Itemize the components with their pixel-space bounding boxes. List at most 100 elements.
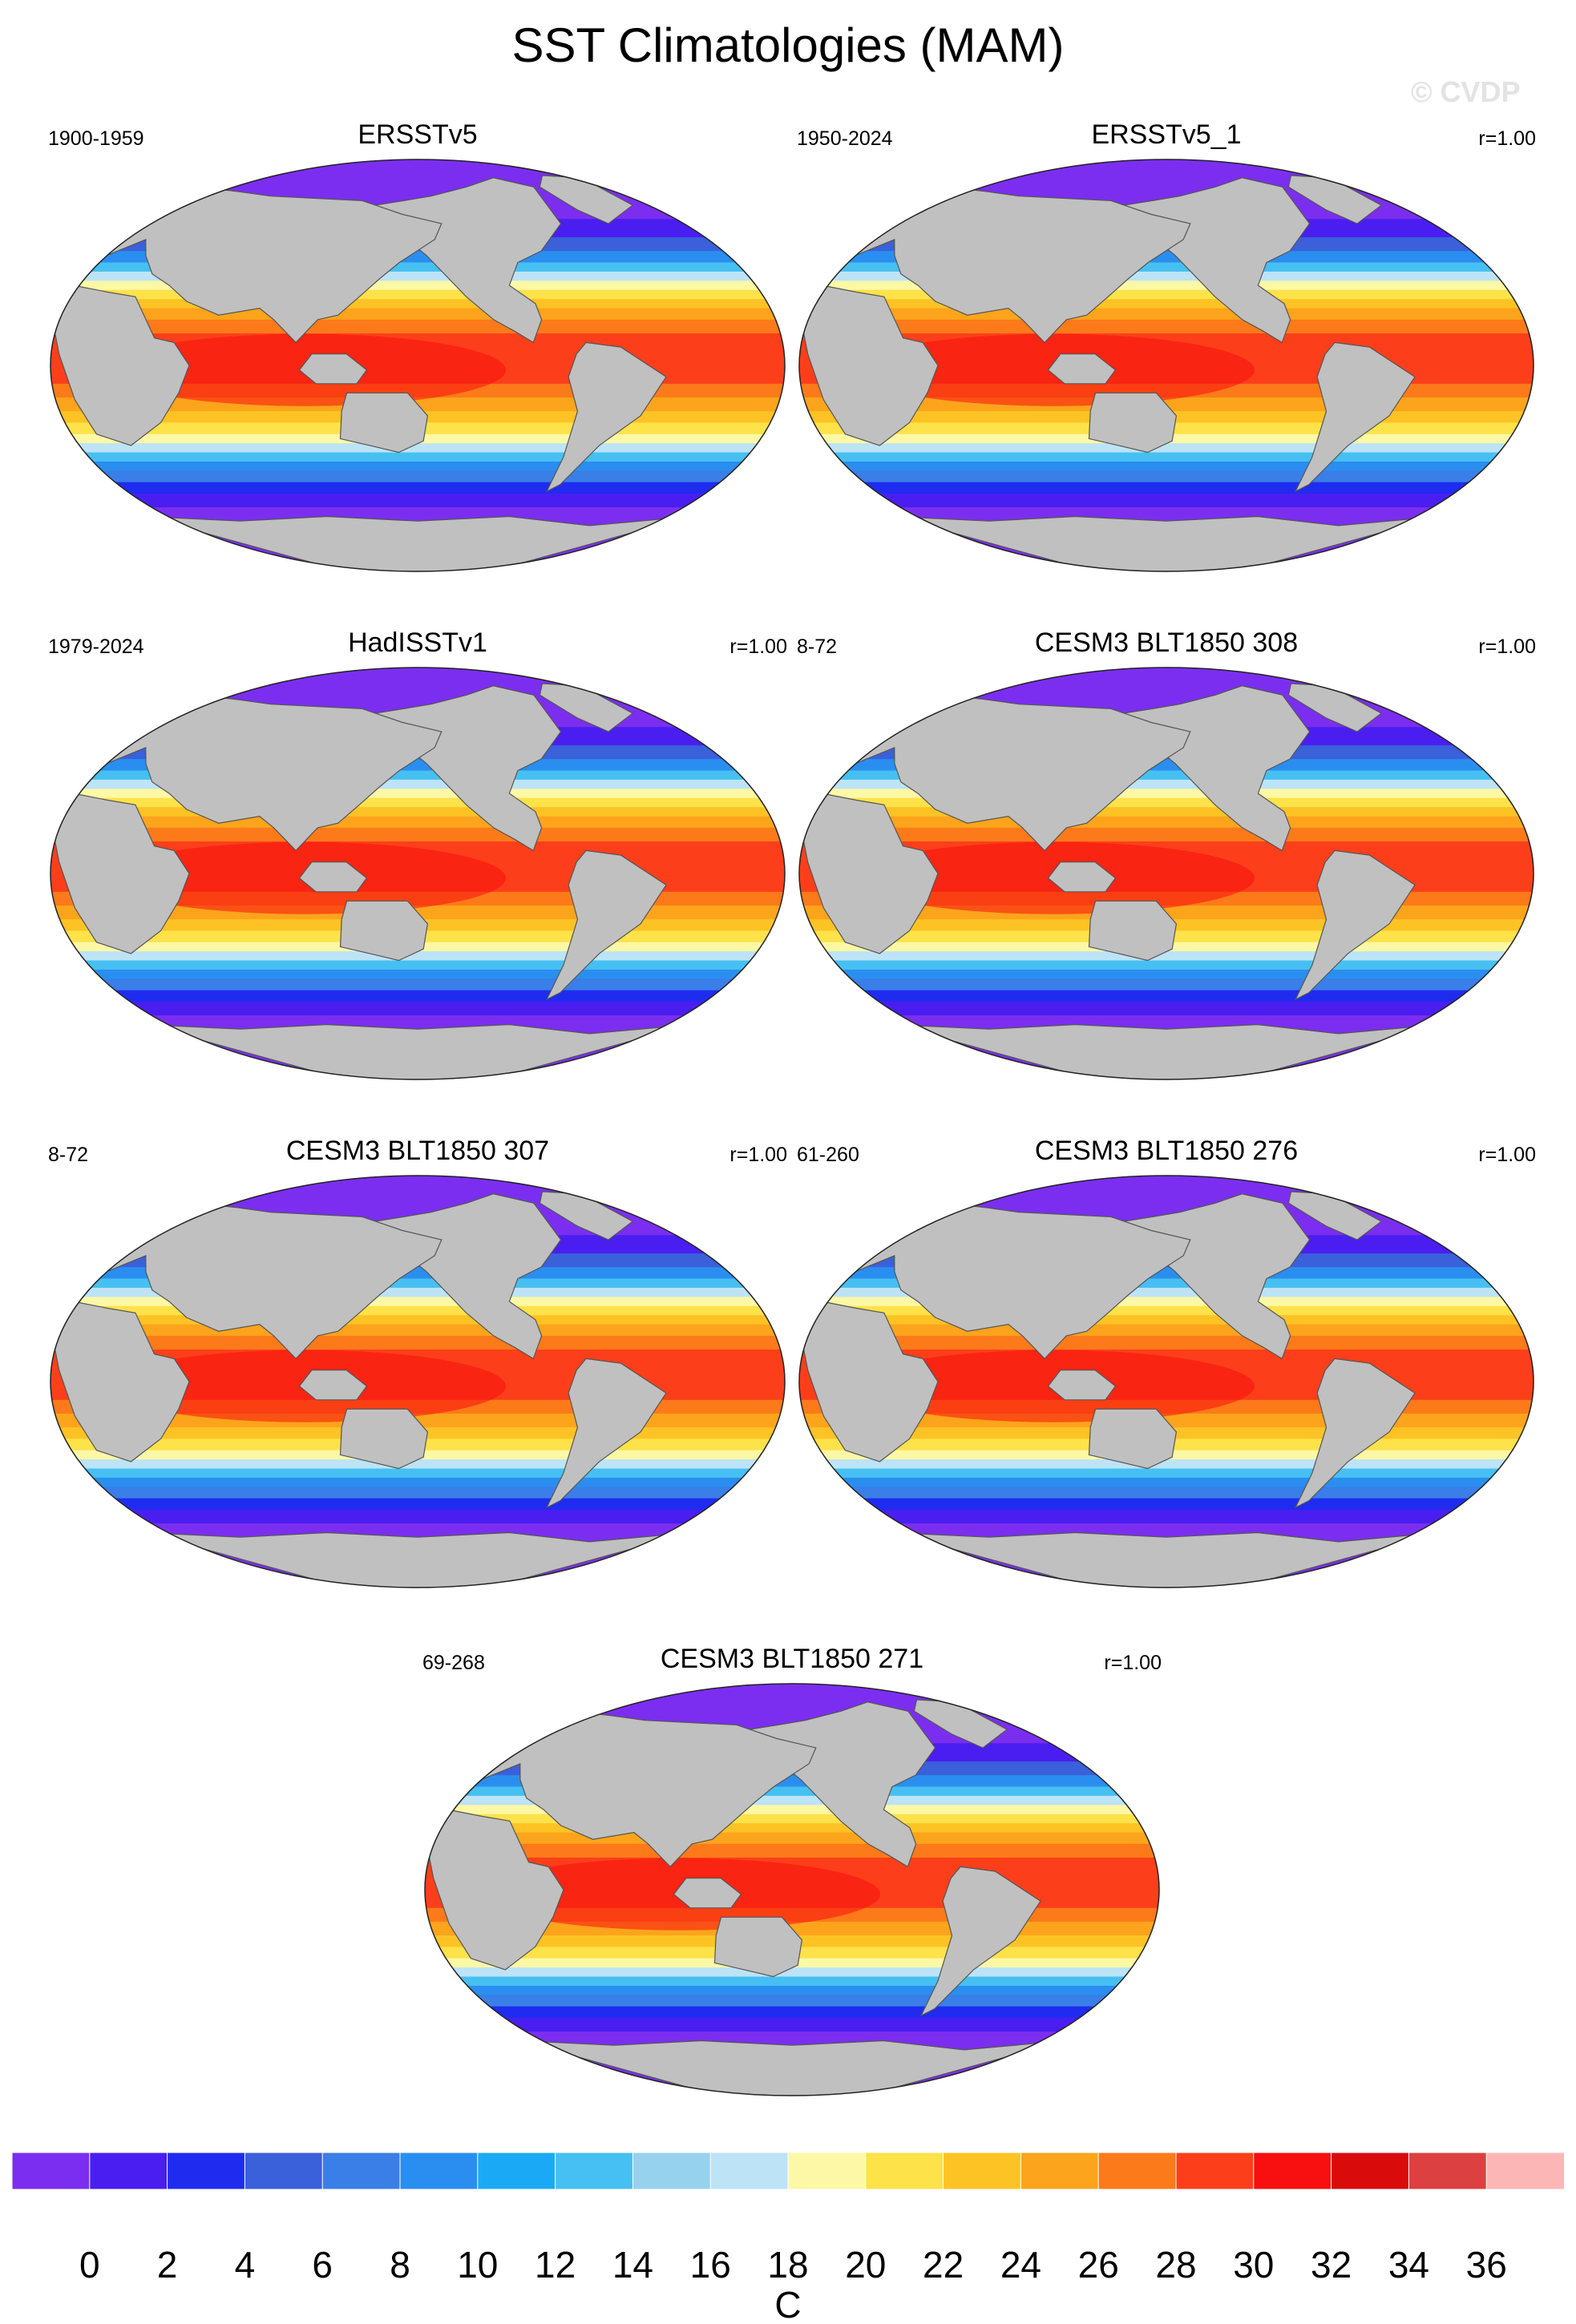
panel-correlation: r=1.00 xyxy=(1478,127,1536,150)
colorbar-tick-label: 32 xyxy=(1311,2244,1352,2286)
sst-band xyxy=(799,951,1534,962)
sst-band xyxy=(799,779,1534,789)
sst-band xyxy=(799,1278,1534,1289)
colorbar-swatch xyxy=(477,2152,556,2190)
colorbar-tick-label: 28 xyxy=(1155,2244,1196,2286)
sst-band xyxy=(51,1305,785,1316)
sst-band xyxy=(799,452,1534,462)
globe-outline xyxy=(798,159,1534,572)
landmass xyxy=(89,186,442,344)
globe-outline xyxy=(798,667,1534,1080)
sst-band xyxy=(425,1843,1159,1858)
colorbar-tick-label: 36 xyxy=(1466,2244,1507,2286)
sst-band xyxy=(51,1001,785,1016)
landmass xyxy=(54,284,190,446)
landmass xyxy=(339,1408,429,1470)
panel-correlation: r=1.00 xyxy=(729,635,787,658)
landmass xyxy=(1088,1408,1178,1470)
landmass xyxy=(339,392,429,454)
sst-band xyxy=(51,1498,785,1511)
colorbar-swatch xyxy=(865,2152,944,2190)
sst-band xyxy=(799,280,1534,291)
sst-band xyxy=(799,289,1534,300)
landmass xyxy=(913,1699,1008,1749)
sst-band xyxy=(51,827,785,842)
sst-band xyxy=(425,2017,1159,2032)
sst-band xyxy=(425,1995,1159,2007)
sst-band xyxy=(799,443,1534,454)
landmass xyxy=(893,515,1440,571)
landmass xyxy=(545,849,667,1001)
landmass xyxy=(1047,861,1117,893)
colorbar-tick-label: 16 xyxy=(690,2244,731,2286)
colorbar-swatch xyxy=(943,2152,1022,2190)
landmass xyxy=(838,694,1191,852)
landmass xyxy=(802,1301,939,1463)
colorbar-tick-label: 30 xyxy=(1233,2244,1274,2286)
landmass xyxy=(1088,900,1178,962)
landmass xyxy=(893,1023,1440,1079)
sst-band xyxy=(51,1278,785,1289)
colorbar-tick-label: 24 xyxy=(1000,2244,1041,2286)
colorbar-tick-label: 34 xyxy=(1388,2244,1429,2286)
colorbar-swatch xyxy=(1020,2152,1100,2190)
sst-band xyxy=(51,951,785,962)
sst-band xyxy=(51,289,785,300)
globe-outline xyxy=(424,1683,1160,2096)
sst-band xyxy=(425,1786,1159,1797)
sst-band xyxy=(51,1509,785,1524)
landmass xyxy=(89,1202,442,1360)
sst-band xyxy=(799,1468,1534,1479)
sst-map xyxy=(50,1175,786,1588)
colorbar-swatch xyxy=(555,2152,634,2190)
sst-band xyxy=(51,271,785,281)
map-panel-ersstv5-1: ERSSTv5_1 1950-2024 r=1.00 xyxy=(797,119,1536,599)
panel-title: CESM3 BLT1850 271 xyxy=(660,1644,924,1674)
globe-outline xyxy=(50,1175,786,1588)
panel-period: 1950-2024 xyxy=(797,127,893,150)
sst-band xyxy=(799,960,1534,970)
sst-band xyxy=(51,461,785,471)
sst-map xyxy=(798,667,1534,1080)
globe-outline xyxy=(50,667,786,1080)
sst-band xyxy=(799,1477,1534,1487)
sst-band xyxy=(799,1287,1534,1297)
landmass xyxy=(519,2040,1065,2096)
landmass xyxy=(838,1202,1191,1360)
panel-period: 69-268 xyxy=(422,1652,485,1674)
colorbar-tick-label: 18 xyxy=(767,2244,808,2286)
landmass xyxy=(545,341,667,493)
sst-band xyxy=(425,1967,1159,1978)
globe-outline xyxy=(50,159,786,572)
sst-band xyxy=(799,1305,1534,1316)
sst-band xyxy=(799,1459,1534,1470)
colorbar-tick-label: 12 xyxy=(535,2244,576,2286)
colorbar-tick-label: 6 xyxy=(312,2244,333,2286)
landmass xyxy=(463,1710,817,1868)
sst-band xyxy=(51,1315,785,1325)
sst-band xyxy=(799,827,1534,842)
globe-outline xyxy=(798,1175,1534,1588)
sst-band xyxy=(425,1976,1159,1987)
landmass xyxy=(539,683,634,732)
sst-band xyxy=(799,978,1534,991)
landmass xyxy=(144,1531,691,1588)
sst-band xyxy=(799,1324,1534,1337)
landmass xyxy=(298,353,368,385)
sst-band xyxy=(799,1315,1534,1325)
sst-band xyxy=(425,1805,1159,1815)
colorbar-swatch xyxy=(1097,2152,1177,2190)
sst-band xyxy=(425,1985,1159,1995)
panel-title: HadISSTv1 xyxy=(348,627,487,658)
panel-title: CESM3 BLT1850 276 xyxy=(1034,1136,1299,1166)
sst-band xyxy=(51,969,785,979)
colorbar-swatch xyxy=(1331,2152,1410,2190)
sst-band xyxy=(51,1287,785,1297)
colorbar-tick-label: 10 xyxy=(457,2244,498,2286)
sst-band xyxy=(799,789,1534,799)
sst-band xyxy=(51,482,785,494)
colorbar-tick-label: 8 xyxy=(390,2244,410,2286)
panel-title: CESM3 BLT1850 308 xyxy=(1034,627,1299,658)
sst-band xyxy=(51,1324,785,1337)
cvdp-watermark: © CVDP xyxy=(1411,75,1521,108)
